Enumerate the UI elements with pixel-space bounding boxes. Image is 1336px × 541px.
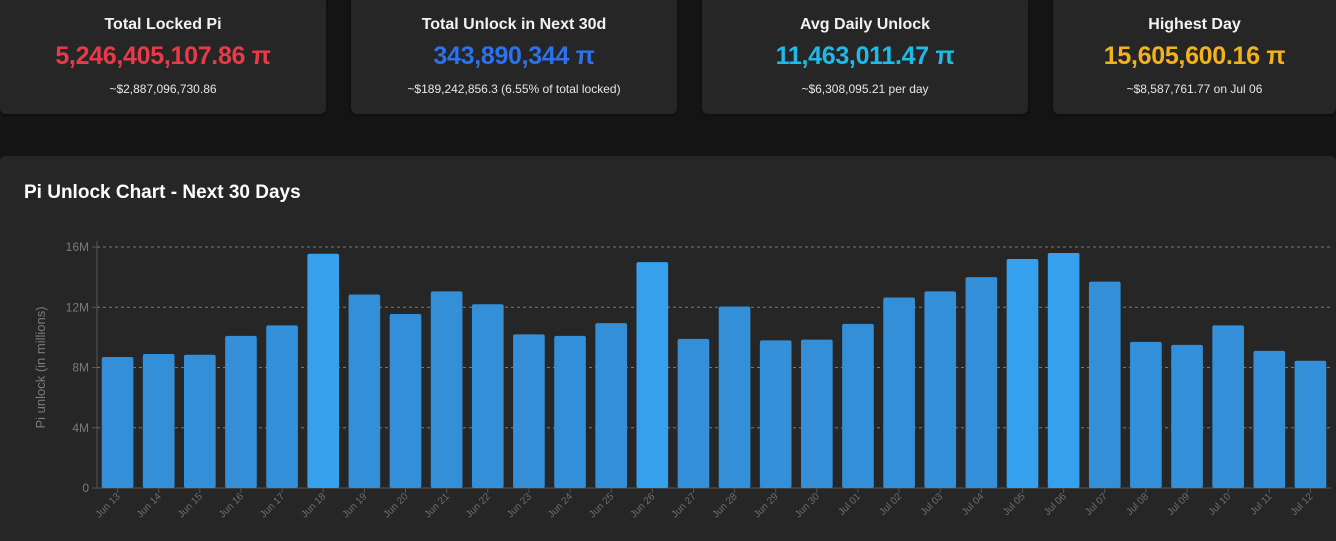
x-tick-label: Jul 08	[1124, 491, 1151, 518]
x-tick-label: Jun 20	[382, 491, 411, 520]
bar	[142, 353, 175, 488]
bar	[800, 339, 833, 488]
bar	[307, 253, 340, 488]
bar	[965, 277, 998, 488]
bar	[101, 356, 134, 488]
x-tick-label: Jun 14	[135, 491, 164, 520]
stat-title: Highest Day	[1148, 16, 1241, 33]
chart-card: Pi Unlock Chart - Next 30 Days 0 4M 8M 12M 1…	[0, 156, 1336, 541]
x-tick-label: Jun 21	[423, 491, 452, 520]
bar	[513, 334, 545, 488]
x-tick-label: Jun 16	[217, 491, 246, 520]
bar	[554, 335, 586, 488]
y-tick-label: 8M	[72, 361, 89, 375]
bar	[677, 338, 710, 488]
y-tick-label: 16M	[66, 240, 89, 254]
x-tick-label: Jul 10	[1207, 491, 1234, 518]
x-tick-label: Jul 03	[919, 491, 946, 518]
unlock-bar-chart: 0 4M 8M 12M 16M Pi unlock (in millions) Jun 13…	[33, 240, 1331, 520]
x-tick-label: Jun 26	[628, 491, 657, 520]
x-tick-label: Jul 05	[1001, 491, 1028, 518]
x-tick-label: Jun 13	[94, 491, 123, 520]
x-tick-label: Jun 28	[711, 491, 740, 520]
bar	[759, 340, 792, 488]
bar	[718, 306, 751, 488]
bar	[183, 354, 216, 488]
bar	[1130, 341, 1162, 488]
x-tick-label: Jul 01	[836, 491, 863, 518]
bar	[1088, 281, 1121, 488]
stats-row: Total Locked Pi 5,246,405,107.86 π ~$2,8…	[0, 0, 1336, 115]
y-axis-label: Pi unlock (in millions)	[33, 306, 48, 428]
y-tick-label: 4M	[72, 421, 89, 435]
bar	[842, 323, 874, 488]
x-tick-label: Jun 24	[546, 491, 575, 520]
bar	[471, 304, 504, 488]
bar	[636, 262, 669, 488]
stat-title: Avg Daily Unlock	[799, 16, 931, 33]
x-tick-label: Jun 30	[793, 491, 822, 520]
bar	[1212, 325, 1245, 488]
x-tick-label: Jun 27	[670, 491, 699, 520]
bar	[1253, 350, 1286, 488]
stat-subtext: ~$8,587,761.77 on Jul 06	[1126, 82, 1263, 96]
x-tick-label: Jun 15	[176, 491, 205, 520]
x-tick-label: Jun 17	[258, 491, 287, 520]
stat-subtext: ~$2,887,096,730.86	[109, 82, 217, 96]
y-tick-label: 0	[82, 481, 89, 495]
bar	[1047, 253, 1080, 488]
stat-value: 343,890,344 π	[433, 42, 595, 70]
x-tick-label: Jul 06	[1042, 491, 1069, 518]
x-tick-label: Jul 11	[1248, 491, 1274, 517]
x-tick-label: Jul 09	[1166, 491, 1193, 518]
bar	[595, 323, 628, 488]
x-tick-label: Jun 29	[752, 491, 781, 520]
bar	[1171, 344, 1203, 488]
stat-subtext: ~$189,242,856.3 (6.55% of total locked)	[407, 82, 621, 96]
stat-card-total-locked: Total Locked Pi 5,246,405,107.86 π ~$2,8…	[0, 0, 326, 114]
x-tick-label: Jul 02	[878, 491, 905, 518]
stat-title: Total Unlock in Next 30d	[421, 16, 607, 33]
stat-card-avg-daily: Avg Daily Unlock 11,463,011.47 π ~$6,308…	[702, 0, 1028, 114]
y-tick-label: 12M	[66, 300, 89, 314]
stat-subtext: ~$6,308,095.21 per day	[801, 82, 929, 96]
stat-value: 11,463,011.47 π	[775, 42, 955, 70]
x-tick-label: Jun 22	[464, 491, 493, 520]
bar	[883, 297, 915, 488]
bar	[225, 335, 257, 488]
bar	[266, 325, 298, 488]
chart-title: Pi Unlock Chart - Next 30 Days	[24, 182, 301, 203]
x-tick-label: Jul 07	[1083, 491, 1110, 518]
stat-card-highest-day: Highest Day 15,605,600.16 π ~$8,587,761.…	[1053, 0, 1336, 114]
bar	[1294, 360, 1327, 488]
stat-card-unlock-30d: Total Unlock in Next 30d 343,890,344 π ~…	[351, 0, 677, 114]
x-tick-label: Jul 04	[960, 491, 987, 518]
x-tick-label: Jun 19	[340, 491, 369, 520]
stat-value: 5,246,405,107.86 π	[55, 42, 271, 70]
bar	[348, 294, 381, 488]
bar	[389, 314, 422, 488]
bar	[924, 291, 957, 488]
stat-title: Total Locked Pi	[104, 16, 222, 33]
x-tick-label: Jun 23	[505, 491, 534, 520]
stat-value: 15,605,600.16 π	[1103, 42, 1286, 70]
x-tick-label: Jul 12	[1289, 491, 1316, 518]
x-tick-label: Jun 25	[587, 491, 616, 520]
x-tick-label: Jun 18	[299, 491, 328, 520]
bar	[1006, 259, 1039, 488]
bar	[430, 291, 463, 488]
